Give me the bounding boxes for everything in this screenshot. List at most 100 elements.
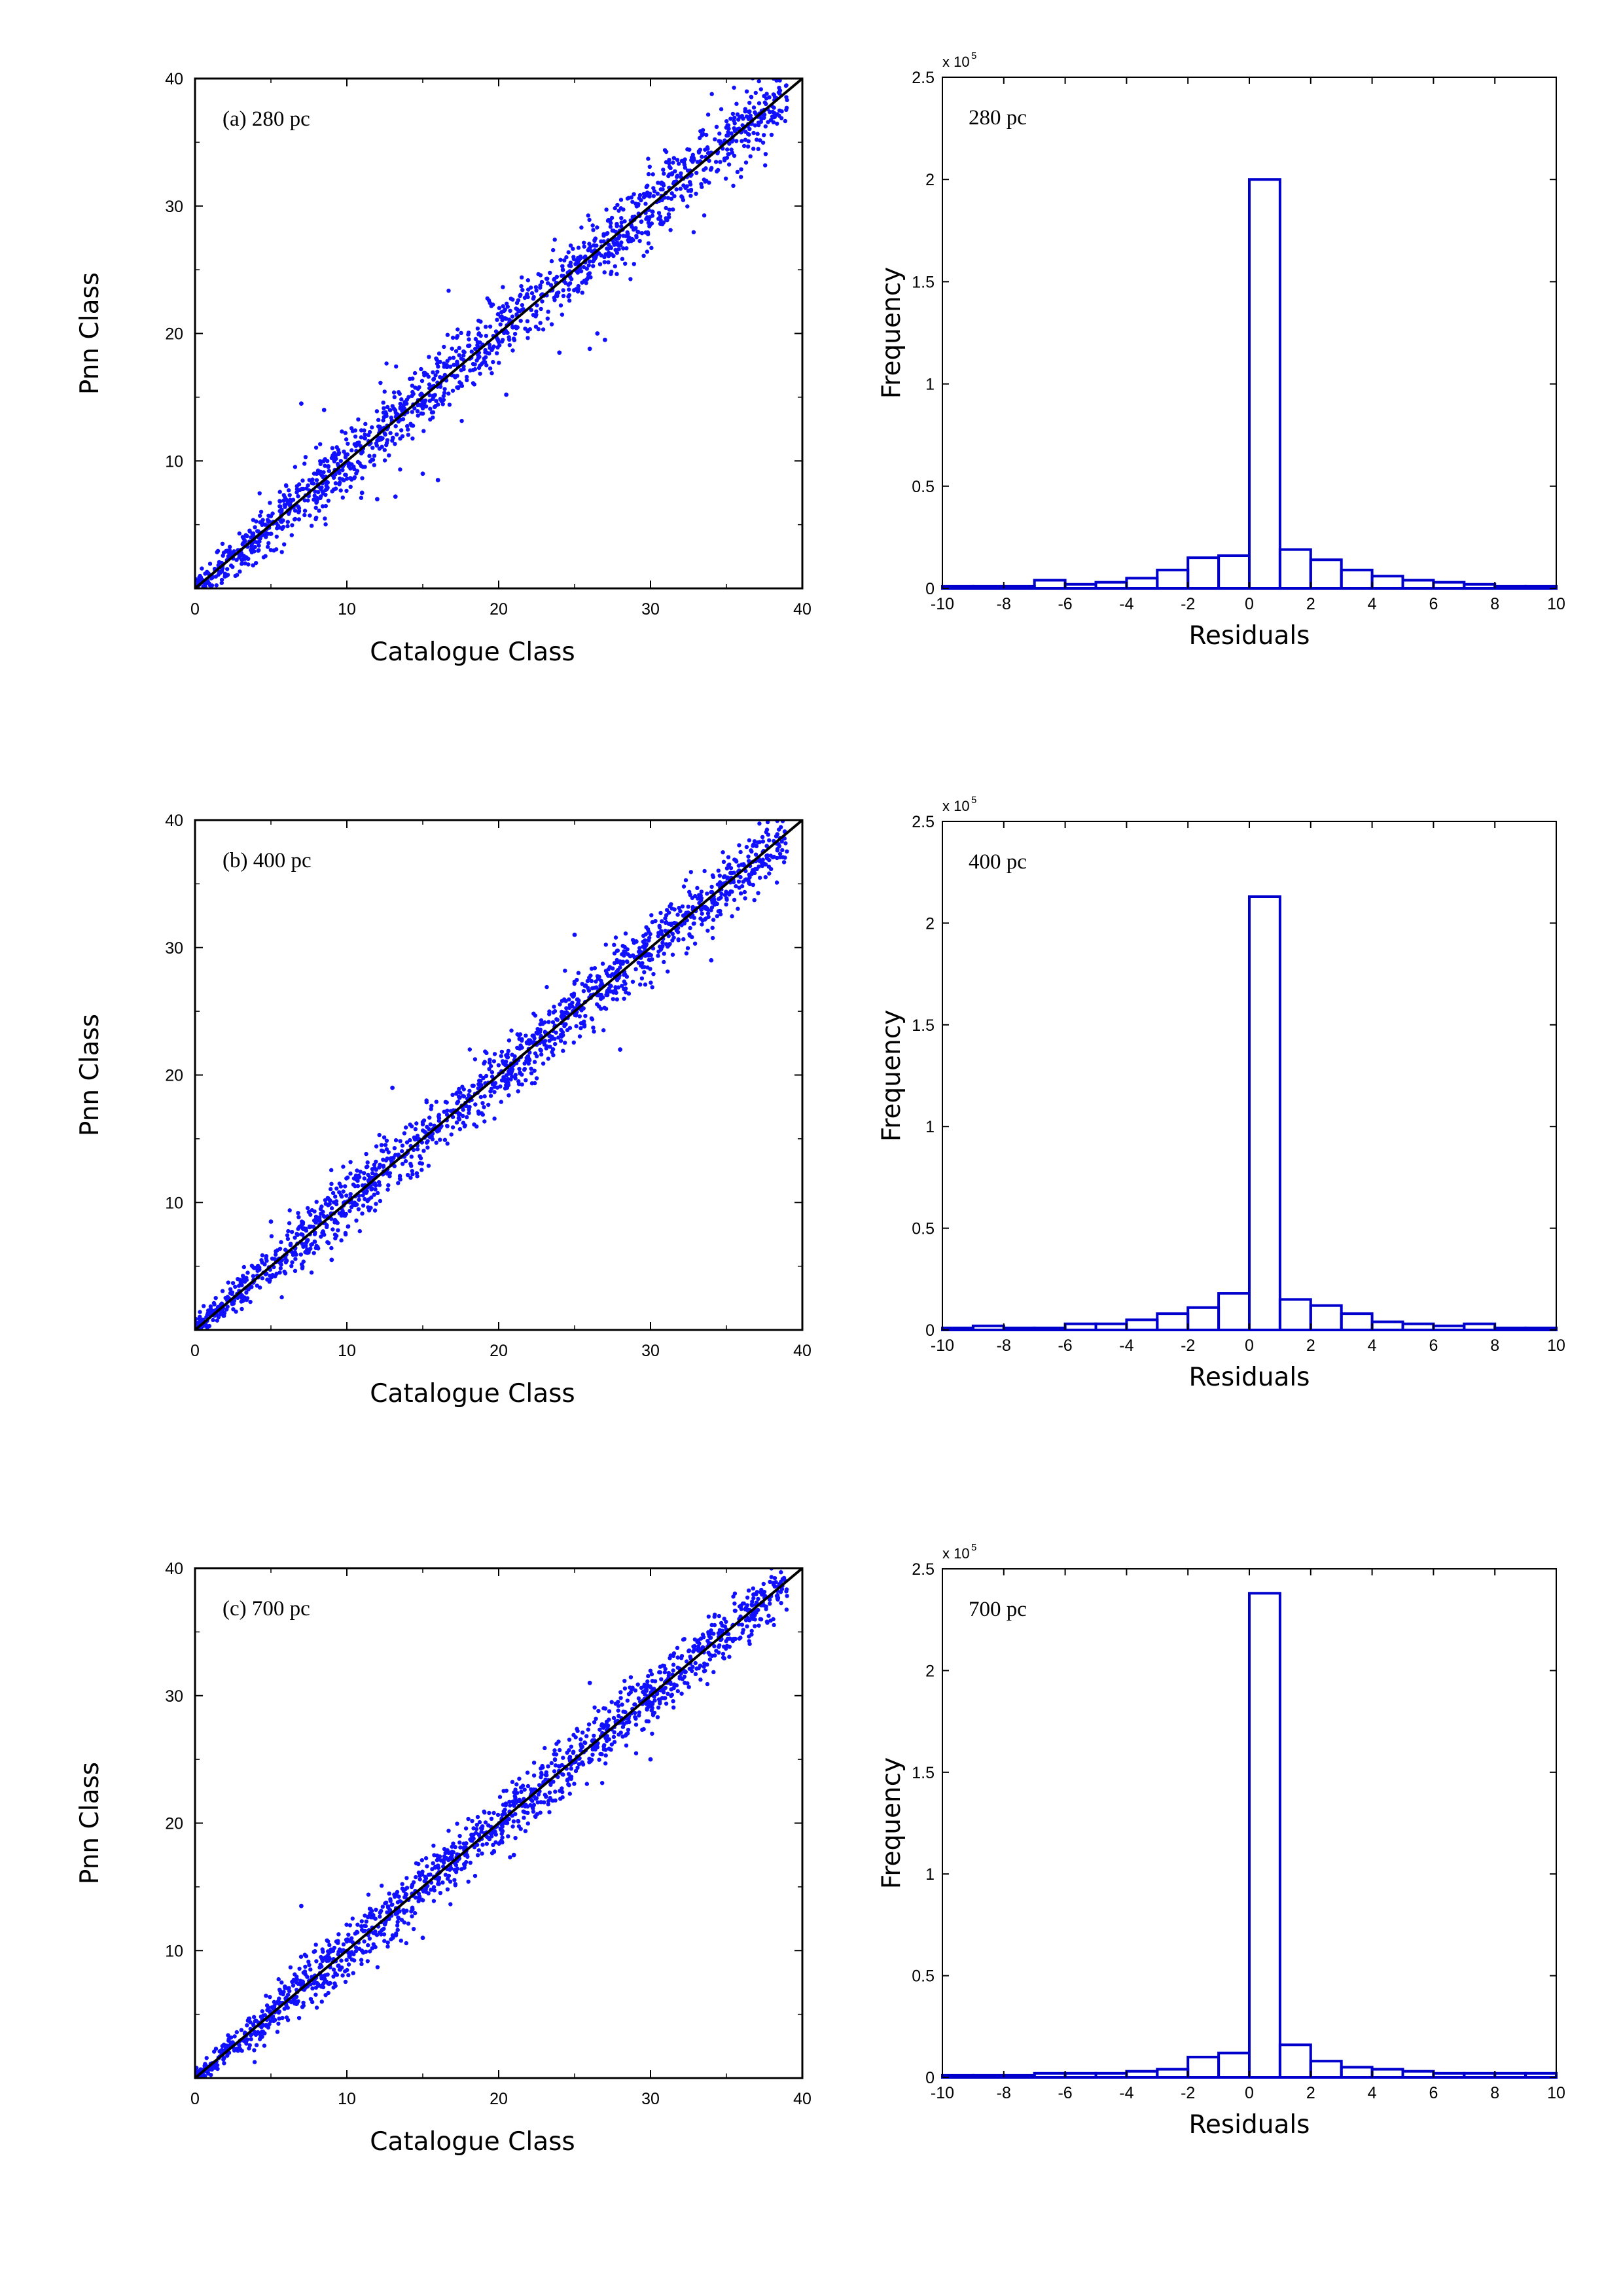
data-point (248, 2020, 253, 2024)
data-point (287, 511, 291, 516)
data-point (635, 229, 640, 234)
x-tick-label: 30 (641, 2090, 660, 2108)
data-point (334, 1234, 339, 1238)
data-point (382, 448, 387, 452)
data-point (293, 509, 298, 513)
data-point (767, 838, 772, 843)
data-point (726, 1632, 731, 1636)
data-point (375, 1965, 380, 1969)
data-point (758, 87, 764, 92)
data-point (313, 1943, 318, 1947)
data-point (705, 1681, 710, 1687)
data-point (666, 196, 671, 200)
data-point (461, 1107, 465, 1112)
data-point (597, 975, 601, 979)
data-point (629, 195, 633, 200)
data-point (415, 1174, 419, 1179)
data-point (359, 1962, 364, 1966)
data-point (387, 1916, 391, 1921)
data-point (400, 1149, 404, 1154)
data-point (475, 326, 480, 331)
data-point (358, 1170, 363, 1174)
data-point (343, 452, 348, 457)
data-point (409, 1155, 414, 1159)
data-point (505, 331, 510, 335)
data-point (450, 346, 454, 351)
data-point (554, 1030, 558, 1035)
data-point (714, 1649, 719, 1653)
data-point (511, 1819, 516, 1823)
data-point (346, 1973, 351, 1977)
data-point (310, 480, 314, 486)
data-point (525, 292, 529, 296)
data-point (411, 391, 416, 396)
data-point (461, 1846, 466, 1850)
data-point (500, 1812, 505, 1818)
histogram-bar (1063, 1322, 1097, 1332)
data-point (299, 1232, 304, 1236)
y-axis-label: Frequency (877, 1010, 906, 1141)
data-point (637, 238, 642, 243)
data-point (260, 1253, 265, 1258)
data-point (675, 1655, 680, 1660)
data-point (547, 1810, 552, 1814)
data-point (380, 436, 385, 440)
data-point (404, 1876, 409, 1880)
data-point (419, 1858, 424, 1863)
data-point (382, 1939, 387, 1943)
data-point (463, 1123, 467, 1128)
data-point (762, 100, 768, 105)
data-point (693, 1660, 698, 1666)
x-tick-label: -8 (997, 595, 1011, 613)
data-point (702, 1664, 706, 1669)
data-point (713, 160, 719, 164)
data-point (200, 566, 204, 571)
data-point (664, 1701, 669, 1706)
data-point (323, 503, 328, 509)
data-point (287, 1221, 292, 1226)
data-point (520, 1037, 524, 1041)
histogram-bar (1401, 579, 1435, 590)
data-point (419, 1168, 424, 1172)
data-point (344, 488, 349, 493)
data-point (599, 1752, 604, 1757)
data-point (336, 1950, 341, 1954)
data-point (472, 1122, 476, 1127)
data-point (671, 1699, 675, 1704)
data-point (236, 2046, 241, 2051)
data-point (404, 1941, 408, 1946)
data-point (323, 463, 327, 468)
data-point (412, 1135, 417, 1140)
data-point (651, 186, 656, 190)
data-point (785, 98, 789, 102)
data-point (647, 164, 652, 169)
outlier-point (603, 337, 607, 342)
data-point (445, 359, 450, 363)
data-point (442, 390, 447, 395)
data-point (520, 287, 525, 293)
data-point (198, 1310, 202, 1314)
data-point (768, 109, 772, 115)
data-point (382, 1135, 387, 1140)
outlier-point (435, 478, 440, 482)
data-point (465, 374, 469, 380)
data-point (254, 1265, 259, 1270)
data-point (535, 1800, 540, 1804)
data-point (237, 555, 241, 560)
data-point (484, 1073, 489, 1079)
data-point (753, 1624, 757, 1628)
histogram-bar (1248, 178, 1281, 590)
data-point (404, 1125, 408, 1130)
data-point (757, 859, 762, 864)
data-point (349, 1205, 354, 1210)
data-point (462, 1865, 467, 1870)
data-point (223, 571, 228, 576)
data-point (413, 386, 418, 390)
data-point (602, 255, 607, 260)
data-point (204, 2056, 209, 2060)
data-point (646, 221, 651, 225)
data-point (525, 1059, 530, 1064)
data-point (772, 1576, 777, 1581)
data-point (346, 1962, 351, 1967)
